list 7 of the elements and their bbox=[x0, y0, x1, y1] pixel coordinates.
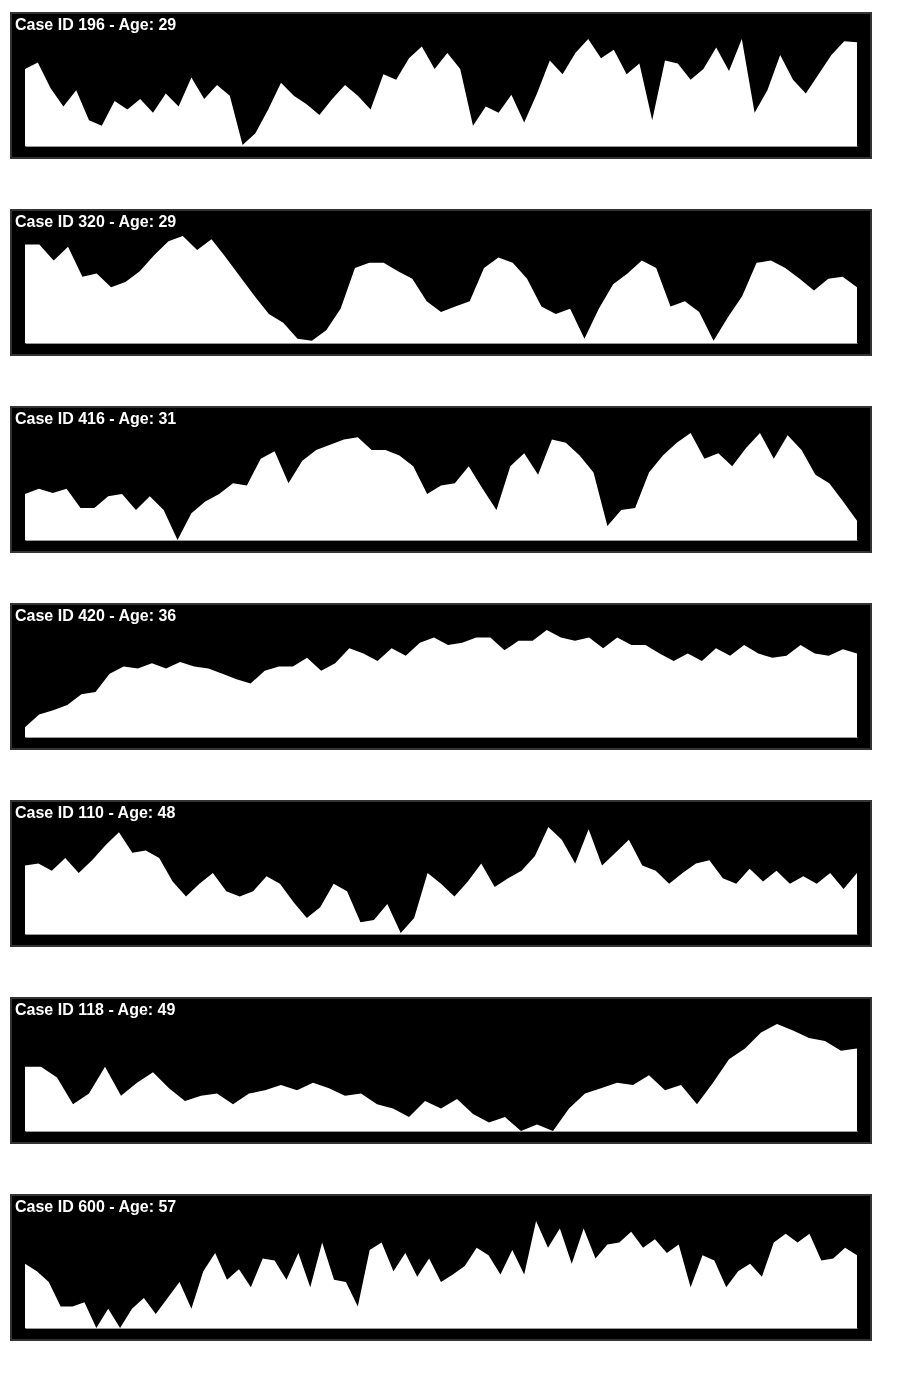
chart-title: Case ID 320 - Age: 29 bbox=[15, 213, 177, 230]
chart-title: Case ID 110 - Age: 48 bbox=[15, 804, 176, 821]
chart-title: Case ID 600 - Age: 57 bbox=[15, 1198, 177, 1215]
chart-title: Case ID 420 - Age: 36 bbox=[15, 607, 177, 624]
chart-title: Case ID 416 - Age: 31 bbox=[15, 410, 177, 427]
chart-title: Case ID 196 - Age: 29 bbox=[15, 16, 177, 33]
chart-title: Case ID 118 - Age: 49 bbox=[15, 1001, 176, 1018]
